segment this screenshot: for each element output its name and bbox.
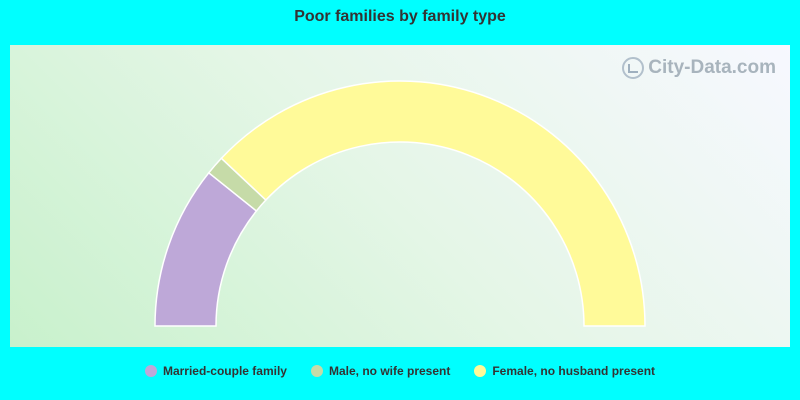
half-donut-chart bbox=[154, 80, 646, 327]
segment-female-no-husband-present bbox=[220, 80, 646, 327]
city-data-logo-icon bbox=[622, 57, 645, 79]
legend-swatch bbox=[144, 365, 157, 377]
legend-item: Married-couple family bbox=[144, 364, 287, 378]
legend: Married-couple family Male, no wife prese… bbox=[0, 364, 800, 378]
legend-swatch bbox=[474, 365, 487, 377]
legend-label: Female, no husband present bbox=[492, 364, 656, 378]
chart-title: Poor families by family type bbox=[294, 8, 506, 25]
plot-area: City-Data.com bbox=[10, 45, 790, 347]
legend-label: Married-couple family bbox=[162, 364, 287, 378]
legend-item: Female, no husband present bbox=[474, 364, 655, 378]
watermark-text: City-Data.com bbox=[648, 57, 776, 78]
legend-label: Male, no wife present bbox=[328, 364, 451, 378]
legend-item: Male, no wife present bbox=[310, 364, 451, 378]
legend-swatch bbox=[310, 365, 323, 377]
watermark: City-Data.com bbox=[622, 57, 776, 79]
